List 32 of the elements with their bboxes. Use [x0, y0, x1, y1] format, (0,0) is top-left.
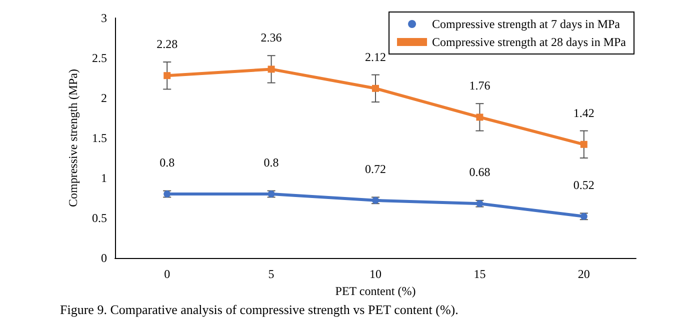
x-axis-title: PET content (%): [335, 284, 416, 298]
y-tick-label: 0: [101, 251, 107, 265]
x-tick-label: 0: [164, 267, 170, 281]
y-tick-label: 3: [101, 11, 107, 25]
point: [372, 84, 379, 92]
data-label: 0.68: [469, 165, 490, 180]
data-label: 2.12: [365, 50, 386, 64]
y-tick-label: 0.5: [92, 211, 107, 225]
point: [476, 114, 484, 121]
data-label: 0.8: [160, 156, 175, 170]
x-tick-label: 10: [370, 267, 382, 281]
y-tick-label: 1: [101, 171, 107, 185]
data-label: 1.76: [469, 78, 490, 93]
data-label: 1.42: [573, 106, 594, 120]
point: [164, 72, 171, 80]
legend-label: Compressive strength at 7 days in MPa: [432, 17, 621, 31]
x-tick-label: 20: [578, 267, 590, 281]
data-label: 0.72: [365, 162, 386, 176]
data-label: 0.8: [264, 156, 279, 170]
point: [268, 66, 275, 73]
data-label: 2.28: [156, 37, 178, 52]
point: [580, 140, 588, 148]
y-tick-label: 1.5: [92, 131, 107, 145]
x-tick-label: 5: [268, 267, 274, 281]
y-tick-label: 2.5: [92, 51, 107, 65]
y-tick-label: 2: [101, 91, 107, 105]
data-label: 2.36: [260, 30, 282, 45]
data-label: 0.52: [573, 178, 594, 192]
caption: Figure 9. Comparative analysis of compressive strength vs PET content (%).: [60, 302, 458, 317]
x-tick-label: 15: [474, 267, 486, 281]
y-axis-title: Compressive strength (MPa): [66, 69, 80, 207]
legend-label: Compressive strength at 28 days in MPa: [432, 35, 627, 49]
